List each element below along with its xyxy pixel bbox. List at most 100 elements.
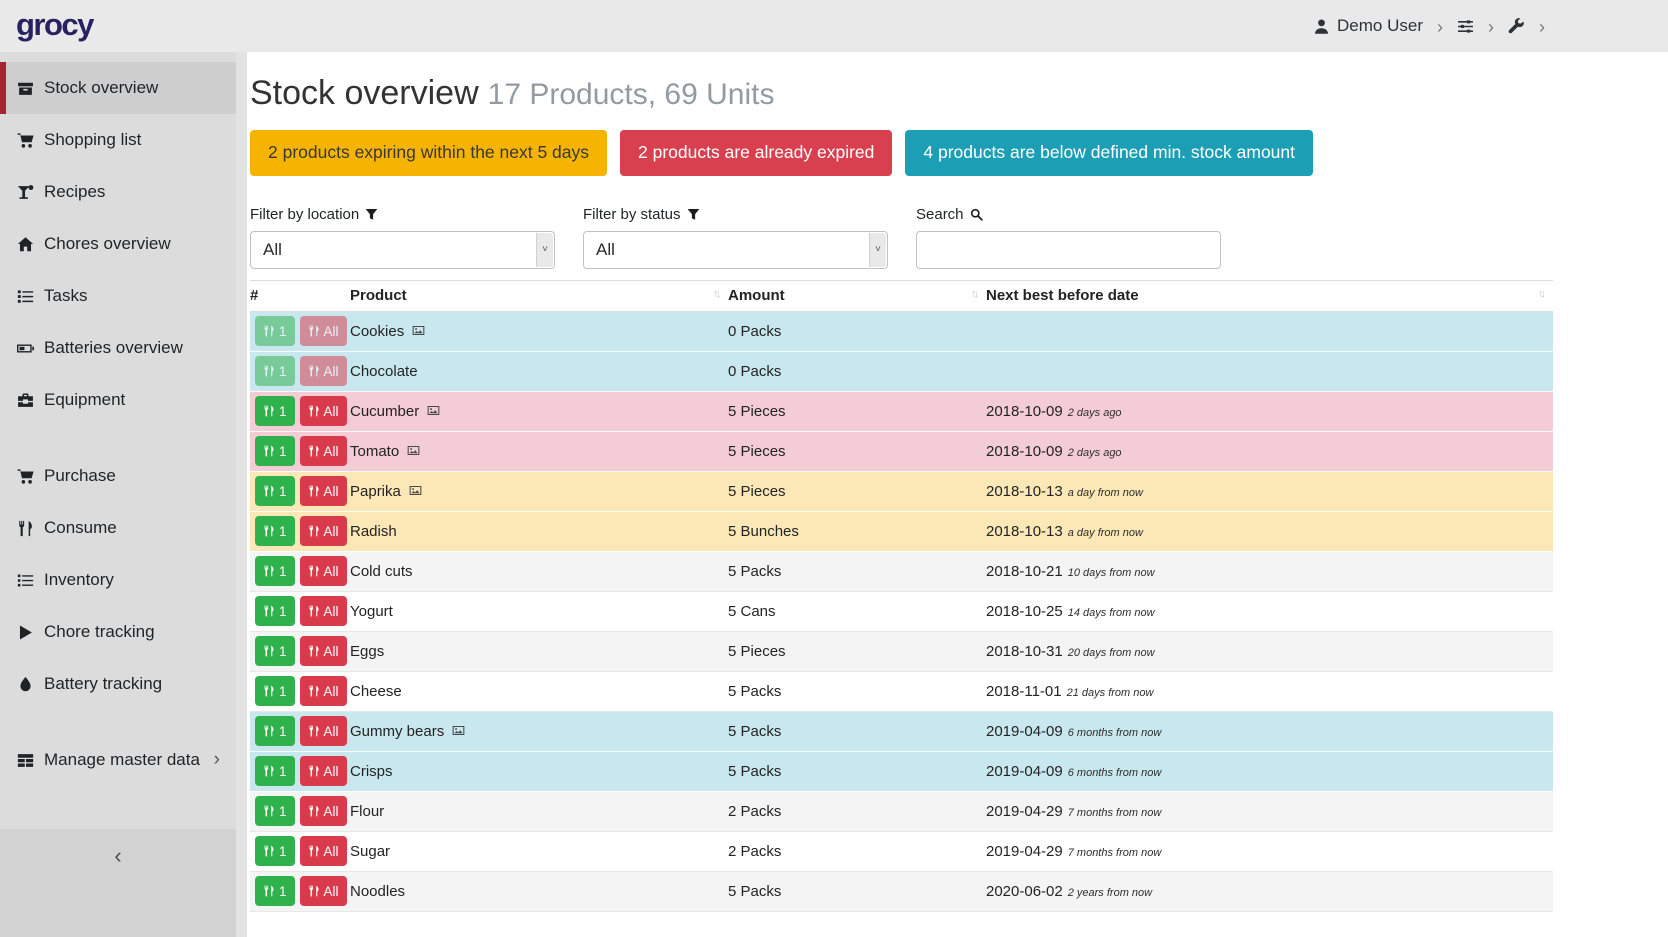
box-icon — [18, 82, 33, 95]
product-image-icon — [427, 405, 440, 415]
sidebar-item-chore-tracking[interactable]: Chore tracking — [0, 606, 236, 658]
settings-menu-chevron-icon[interactable]: › — [1488, 16, 1494, 37]
best-before-relative: 7 months from now — [1067, 846, 1162, 859]
consume-all-label: All — [323, 523, 339, 539]
admin-menu-chevron-icon[interactable]: › — [1539, 16, 1545, 37]
sidebar-item-purchase[interactable]: Purchase — [0, 450, 236, 502]
consume-all-button[interactable]: All — [299, 316, 347, 347]
utensils-icon — [264, 845, 274, 857]
best-before-date: 2019-04-09 — [986, 762, 1063, 780]
sidebar-item-label: Tasks — [44, 286, 88, 305]
user-menu-chevron-icon[interactable]: › — [1437, 16, 1443, 37]
settings-menu[interactable] — [1457, 18, 1474, 35]
consume-all-button[interactable]: All — [299, 396, 347, 427]
sidebar-collapse-button[interactable]: ‹ — [0, 829, 236, 937]
sort-icon[interactable]: ↑↓ — [713, 287, 721, 300]
best-before-date: 2020-06-02 — [986, 882, 1063, 900]
sidebar-item-batteries-overview[interactable]: Batteries overview — [0, 322, 236, 374]
consume-one-button[interactable]: 1 — [255, 396, 295, 427]
sidebar-item-consume[interactable]: Consume — [0, 502, 236, 554]
sidebar-item-stock-overview[interactable]: Stock overview — [0, 62, 236, 114]
table-row-chocolate: 1 All Chocolate 0 Packs — [250, 351, 1553, 392]
sidebar-item-recipes[interactable]: Recipes — [0, 166, 236, 218]
home-icon — [17, 236, 34, 251]
consume-one-label: 1 — [279, 443, 287, 459]
consume-one-button[interactable]: 1 — [255, 876, 295, 907]
consume-all-button[interactable]: All — [299, 476, 347, 507]
consume-all-button[interactable]: All — [299, 636, 347, 667]
sidebar-item-battery-tracking[interactable]: Battery tracking — [0, 658, 236, 710]
consume-one-button[interactable]: 1 — [255, 676, 295, 707]
column-header-amount[interactable]: Amount ↑↓ — [728, 279, 986, 312]
search-icon — [970, 208, 983, 221]
utensils-icon — [264, 645, 274, 657]
amount-cell: 2 Packs — [728, 842, 782, 860]
amount-cell: 5 Bunches — [728, 522, 799, 540]
consume-all-button[interactable]: All — [299, 756, 347, 787]
consume-one-button[interactable]: 1 — [255, 796, 295, 827]
tint-icon — [20, 676, 31, 691]
brand-logo[interactable]: grocy — [16, 7, 94, 42]
utensils-icon — [309, 445, 319, 457]
consume-one-button[interactable]: 1 — [255, 596, 295, 627]
consume-all-button[interactable]: All — [299, 436, 347, 467]
product-cell: Cookies — [350, 311, 728, 351]
alert-info[interactable]: 4 products are below defined min. stock … — [905, 129, 1313, 176]
alert-danger[interactable]: 2 products are already expired — [620, 129, 893, 176]
sort-icon[interactable]: ↑↓ — [1538, 287, 1546, 300]
main-content: Stock overview 17 Products, 69 Units 2 pr… — [236, 52, 1668, 937]
column-header-next-best-before-date[interactable]: Next best before date ↑↓ — [986, 279, 1553, 312]
alert-warning[interactable]: 2 products expiring within the next 5 da… — [250, 129, 608, 176]
select-arrow-icon: ˅ — [536, 232, 553, 267]
best-before-date: 2019-04-29 — [986, 802, 1063, 820]
sidebar-item-tasks[interactable]: Tasks — [0, 270, 236, 322]
consume-all-button[interactable]: All — [299, 596, 347, 627]
consume-all-button[interactable]: All — [299, 356, 347, 387]
consume-one-button[interactable]: 1 — [255, 556, 295, 587]
stock-table: # Product ↑↓ Amount ↑↓ Next best before date ↑… — [250, 279, 1553, 912]
consume-all-button[interactable]: All — [299, 676, 347, 707]
user-menu[interactable]: Demo User — [1313, 16, 1423, 36]
best-before-cell — [986, 311, 1553, 351]
best-before-relative: 7 months from now — [1067, 806, 1162, 819]
product-name: Radish — [350, 522, 397, 540]
utensils-icon — [264, 325, 274, 337]
cocktail-icon — [17, 184, 34, 199]
best-before-cell: 2018-11-01 21 days from now — [986, 671, 1553, 711]
sidebar-item-label: Consume — [44, 518, 117, 537]
consume-all-button[interactable]: All — [299, 796, 347, 827]
location-filter-select[interactable]: All ˅ — [250, 230, 555, 269]
consume-one-button[interactable]: 1 — [255, 476, 295, 507]
list-icon — [17, 574, 34, 586]
consume-all-button[interactable]: All — [299, 516, 347, 547]
column-header-product[interactable]: Product ↑↓ — [350, 279, 728, 312]
sidebar-item-inventory[interactable]: Inventory — [0, 554, 236, 606]
sort-icon[interactable]: ↑↓ — [971, 287, 979, 300]
sidebar-item-shopping-list[interactable]: Shopping list — [0, 114, 236, 166]
consume-all-button[interactable]: All — [299, 836, 347, 867]
consume-all-button[interactable]: All — [299, 716, 347, 747]
consume-one-button[interactable]: 1 — [255, 716, 295, 747]
consume-one-button[interactable]: 1 — [255, 636, 295, 667]
consume-one-button[interactable]: 1 — [255, 316, 295, 347]
product-cell: Chocolate — [350, 351, 728, 391]
admin-menu[interactable] — [1508, 17, 1525, 35]
status-filter-value: All — [596, 239, 615, 259]
consume-all-button[interactable]: All — [299, 556, 347, 587]
sidebar-item-label: Equipment — [44, 390, 126, 409]
product-name: Eggs — [350, 642, 385, 660]
sidebar-item-chores-overview[interactable]: Chores overview — [0, 218, 236, 270]
sidebar-item-manage-master-data[interactable]: Manage master data › — [0, 734, 236, 786]
table-row-radish: 1 All Radish 5 Bunches 2018-10-13 a day from … — [250, 511, 1553, 552]
search-input[interactable] — [916, 230, 1221, 269]
consume-one-button[interactable]: 1 — [255, 516, 295, 547]
consume-all-button[interactable]: All — [299, 876, 347, 907]
consume-one-button[interactable]: 1 — [255, 356, 295, 387]
consume-one-button[interactable]: 1 — [255, 436, 295, 467]
play-icon — [19, 624, 32, 640]
consume-one-button[interactable]: 1 — [255, 836, 295, 867]
sidebar-item-equipment[interactable]: Equipment — [0, 374, 236, 426]
utensils-icon — [309, 885, 319, 897]
status-filter-select[interactable]: All ˅ — [583, 230, 888, 269]
consume-one-button[interactable]: 1 — [255, 756, 295, 787]
